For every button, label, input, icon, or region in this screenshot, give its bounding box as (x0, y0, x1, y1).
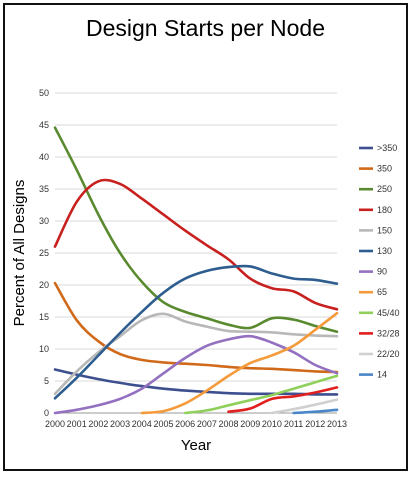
legend-label: 130 (377, 246, 392, 256)
legend-label: 150 (377, 225, 392, 235)
y-axis-label: Percent of All Designs (11, 180, 28, 327)
y-tick-label: 15 (39, 312, 49, 322)
y-tick-label: 40 (39, 152, 49, 162)
x-tick-label: 2012 (305, 419, 325, 429)
series-line (53, 264, 339, 400)
y-tick-label: 0 (44, 408, 49, 418)
legend-label: 180 (377, 205, 392, 215)
y-tick-label: 5 (44, 376, 49, 386)
y-tick-label: 10 (39, 344, 49, 354)
x-tick-label: 2001 (67, 419, 87, 429)
legend-label: 65 (377, 287, 387, 297)
x-tick-label: 2011 (284, 419, 303, 429)
y-tick-label: 25 (39, 248, 49, 258)
legend-label: 250 (377, 184, 392, 194)
legend-label: 14 (377, 370, 387, 380)
y-tick-label: 20 (39, 280, 49, 290)
legend: >350 350 250 180 150 130 90 65 45/40 32/28 22/20 14 (359, 143, 400, 380)
x-tick-label: 2000 (45, 419, 65, 429)
series-lines (53, 126, 339, 415)
legend-label: 350 (377, 164, 392, 174)
y-tick-label: 35 (39, 184, 49, 194)
x-tick-label: 2003 (110, 419, 130, 429)
y-tick-label: 45 (39, 120, 49, 130)
legend-label: 45/40 (377, 308, 400, 318)
series-line (140, 311, 339, 415)
x-axis-label: Year (181, 437, 211, 454)
x-tick-label: 2002 (88, 419, 108, 429)
series-line (183, 374, 339, 415)
x-tick-label: 2005 (153, 419, 173, 429)
legend-label: 90 (377, 267, 387, 277)
x-tick-label: 2010 (262, 419, 282, 429)
series-line (53, 334, 339, 415)
chart-title: Design Starts per Node (85, 15, 326, 41)
series-line (53, 281, 339, 374)
series-line (53, 312, 339, 396)
legend-label: 32/28 (377, 328, 400, 338)
x-tick-label: 2013 (327, 419, 347, 429)
x-tick-label: 2007 (197, 419, 217, 429)
series-line (53, 178, 339, 311)
series-line (53, 368, 339, 396)
series-line (292, 408, 339, 415)
series-line (53, 126, 339, 333)
series-line (270, 398, 339, 415)
x-tick-label: 2006 (175, 419, 195, 429)
x-axis-ticks: 2000 2001 2002 2003 2004 2005 2006 2007 2008 2009… (45, 419, 347, 429)
x-tick-label: 2009 (240, 419, 260, 429)
x-tick-label: 2004 (132, 419, 152, 429)
legend-label: >350 (377, 143, 397, 153)
y-tick-label: 50 (39, 88, 49, 98)
legend-label: 22/20 (377, 349, 400, 359)
y-axis-ticks: 0 5 10 15 20 25 30 35 40 45 50 (39, 88, 49, 418)
series-line (227, 386, 339, 413)
x-tick-label: 2008 (219, 419, 239, 429)
y-tick-label: 30 (39, 216, 49, 226)
